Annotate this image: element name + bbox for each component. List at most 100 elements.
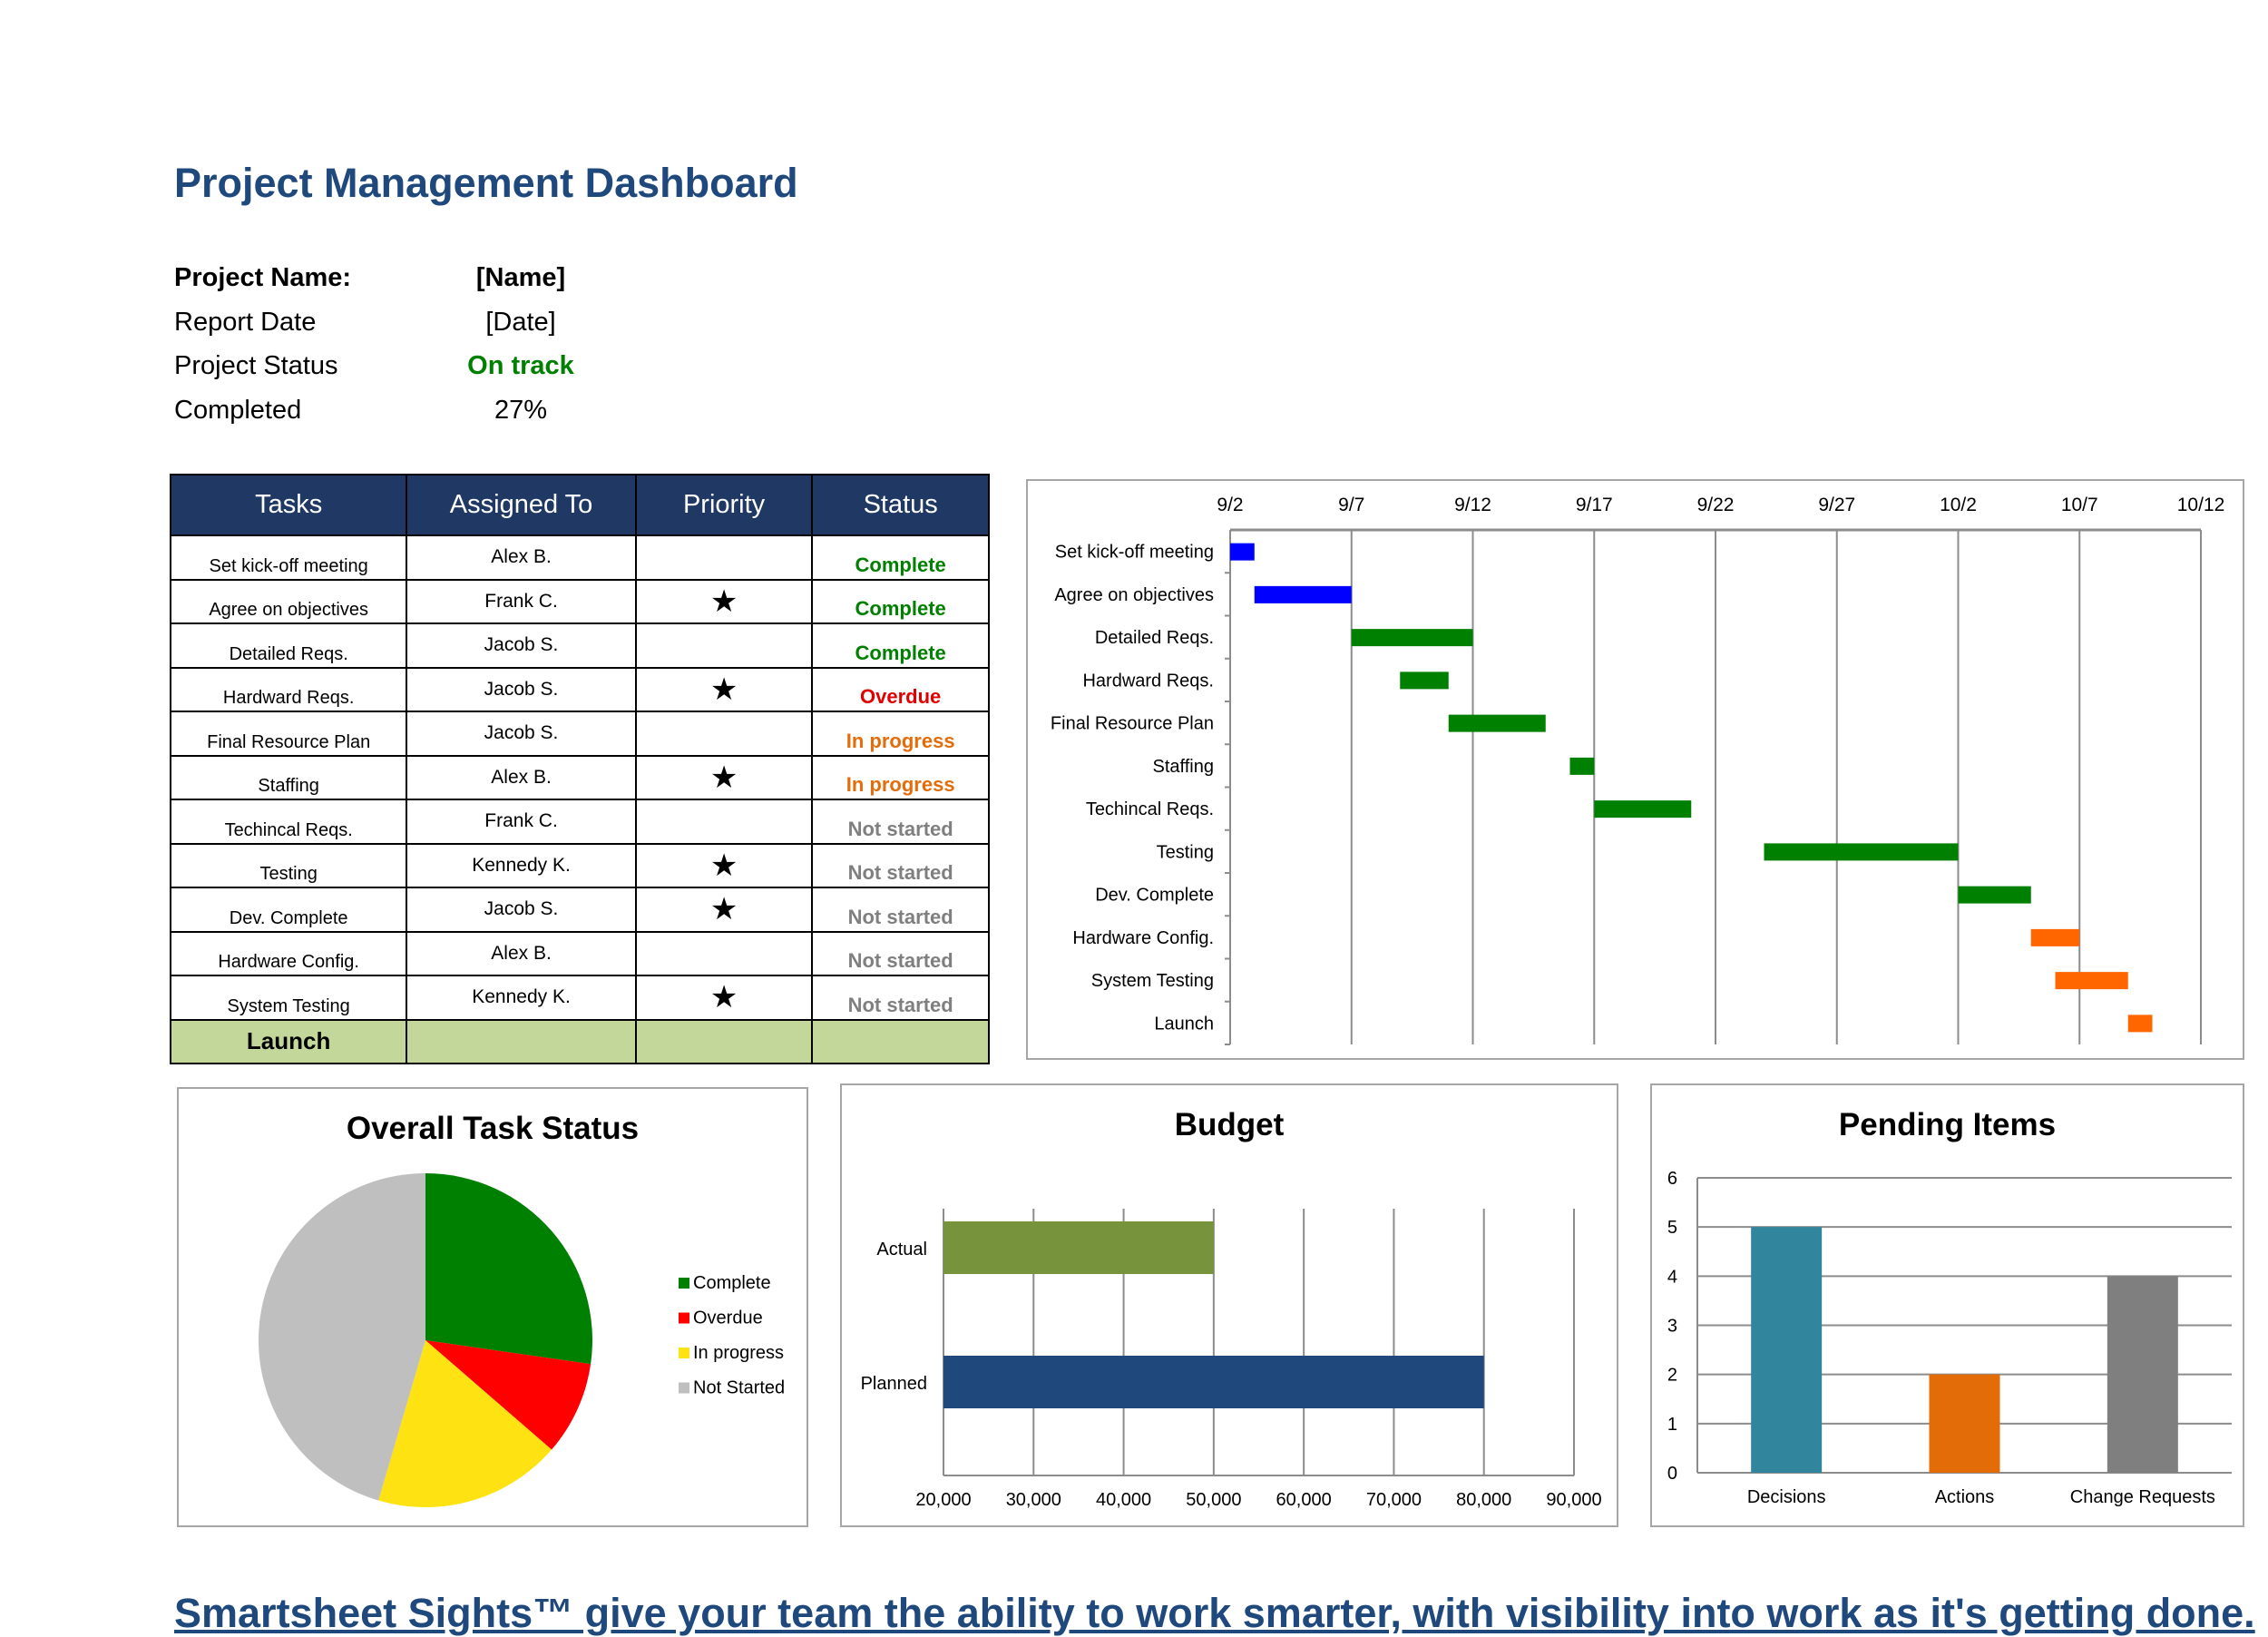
- priority-star-icon: ★: [634, 975, 814, 1021]
- budget-chart: Budget 20,000 30,000 40,000 50,000 60,000 70,…: [840, 1083, 1618, 1527]
- task-label: Agree on objectives: [1054, 585, 1214, 605]
- pending-title: Pending Items: [1838, 1107, 2057, 1142]
- status-cell: Complete: [811, 622, 990, 669]
- status-cell: Not started: [811, 975, 990, 1021]
- task-label: Set kick-off meeting: [1055, 543, 1214, 563]
- gantt-bar: [1594, 800, 1692, 818]
- pie-title: Overall Task Status: [346, 1111, 640, 1146]
- info-label: Project Name:: [174, 263, 352, 292]
- status-cell: Overdue: [811, 666, 990, 712]
- gantt-bar: [1448, 714, 1546, 732]
- pending-bar: [1929, 1374, 2000, 1473]
- pending-bar: [2107, 1276, 2178, 1473]
- x-tick-label: 9/27: [1818, 495, 1855, 515]
- task-label: System Testing: [1091, 971, 1214, 991]
- status-cell: Not started: [811, 799, 990, 845]
- x-tick-label: 80,000: [1456, 1490, 1511, 1510]
- priority-star-icon: [634, 534, 814, 581]
- gantt-bar: [1351, 629, 1473, 647]
- column-header[interactable]: Status: [811, 474, 990, 536]
- y-tick-label: 0: [1667, 1464, 1677, 1484]
- assigned-to: Alex B.: [406, 534, 637, 581]
- priority-star-icon: ★: [634, 754, 814, 800]
- assigned-to: Jacob S.: [406, 666, 637, 712]
- assigned-to: Frank C.: [406, 578, 637, 624]
- table-row[interactable]: Hardware Config. Alex B. Not started: [169, 930, 990, 976]
- x-tick-label: 30,000: [1006, 1490, 1061, 1510]
- info-label: Report Date: [174, 307, 317, 337]
- task-name: Hardware Config.: [169, 930, 408, 976]
- status-cell: In progress: [811, 754, 990, 800]
- status-cell: Complete: [811, 534, 990, 581]
- task-label: Techincal Reqs.: [1086, 799, 1214, 819]
- x-tick-label: 60,000: [1276, 1490, 1332, 1510]
- category-label: Change Requests: [2070, 1487, 2215, 1507]
- column-header[interactable]: Assigned To: [406, 474, 637, 536]
- column-header[interactable]: Tasks: [169, 474, 408, 536]
- table-row[interactable]: Dev. Complete Jacob S. ★ Not started: [169, 887, 990, 933]
- gantt-bar: [2030, 928, 2080, 946]
- x-tick-label: 9/22: [1697, 495, 1735, 515]
- x-tick-label: 70,000: [1366, 1490, 1422, 1510]
- priority-star-icon: ★: [634, 666, 814, 712]
- status-cell: Not started: [811, 842, 990, 888]
- priority-star-icon: ★: [634, 578, 814, 624]
- assigned-to: Jacob S.: [406, 887, 637, 933]
- pie-slice: [425, 1173, 592, 1365]
- legend-label: Overdue: [693, 1309, 763, 1328]
- x-tick-label: 9/7: [1338, 495, 1364, 515]
- info-value: [Date]: [485, 307, 556, 337]
- column-header[interactable]: Priority: [634, 474, 814, 536]
- assigned-to: Jacob S.: [406, 711, 637, 757]
- table-row[interactable]: Set kick-off meeting Alex B. Complete: [169, 534, 990, 581]
- assigned-to: Kennedy K.: [406, 975, 637, 1021]
- table-row[interactable]: Techincal Reqs. Frank C. Not started: [169, 799, 990, 845]
- pie-slice: [378, 1340, 552, 1507]
- launch-label: Launch: [169, 1018, 408, 1064]
- task-name: Techincal Reqs.: [169, 799, 408, 845]
- priority-star-icon: [634, 711, 814, 757]
- assigned-to: Alex B.: [406, 754, 637, 800]
- y-tick-label: 5: [1667, 1218, 1677, 1238]
- gantt-bar: [1764, 843, 1959, 861]
- launch-row: Launch: [169, 1018, 990, 1064]
- x-tick-label: 9/12: [1454, 495, 1491, 515]
- task-label: Detailed Reqs.: [1095, 628, 1214, 648]
- status-cell: Not started: [811, 930, 990, 976]
- table-row[interactable]: Staffing Alex B. ★ In progress: [169, 754, 990, 800]
- footer-promo-text[interactable]: Smartsheet Sights™ give your team the ab…: [174, 1590, 2255, 1636]
- info-value: On track: [467, 351, 574, 380]
- info-value: 27%: [494, 395, 548, 425]
- category-label: Actual: [876, 1240, 927, 1260]
- task-label: Hardward Reqs.: [1082, 671, 1214, 691]
- table-row[interactable]: System Testing Kennedy K. ★ Not started: [169, 975, 990, 1021]
- task-name: System Testing: [169, 975, 408, 1021]
- gantt-bar: [1958, 886, 2031, 904]
- table-row[interactable]: Testing Kennedy K. ★ Not started: [169, 842, 990, 888]
- category-label: Actions: [1935, 1487, 1995, 1507]
- table-row[interactable]: Hardward Reqs. Jacob S. ★ Overdue: [169, 666, 990, 712]
- budget-title: Budget: [1174, 1107, 1285, 1142]
- page-title: Project Management Dashboard: [174, 160, 798, 206]
- info-label: Project Status: [174, 351, 338, 380]
- gantt-bar: [2127, 1015, 2153, 1033]
- x-tick-label: 20,000: [915, 1490, 971, 1510]
- task-name: Final Resource Plan: [169, 711, 408, 757]
- y-tick-label: 2: [1667, 1366, 1677, 1386]
- table-row[interactable]: Agree on objectives Frank C. ★ Complete: [169, 578, 990, 624]
- table-row[interactable]: Final Resource Plan Jacob S. In progress: [169, 711, 990, 757]
- priority-star-icon: [634, 930, 814, 976]
- legend-label: Not Started: [693, 1378, 785, 1398]
- table-row[interactable]: Detailed Reqs. Jacob S. Complete: [169, 622, 990, 669]
- task-name: Hardward Reqs.: [169, 666, 408, 712]
- y-tick-label: 3: [1667, 1317, 1677, 1337]
- task-name: Dev. Complete: [169, 887, 408, 933]
- task-label: Dev. Complete: [1095, 886, 1214, 906]
- legend-swatch: [679, 1348, 689, 1358]
- category-label: Decisions: [1747, 1487, 1826, 1507]
- gantt-chart: 9/2 9/7 9/12 9/17 9/22 9/27 10/2 10/7 10/12 Set k…: [1026, 479, 2244, 1060]
- gantt-bar: [1230, 543, 1255, 561]
- task-label: Staffing: [1153, 757, 1214, 777]
- assigned-to: Kennedy K.: [406, 842, 637, 888]
- legend-swatch: [679, 1278, 689, 1289]
